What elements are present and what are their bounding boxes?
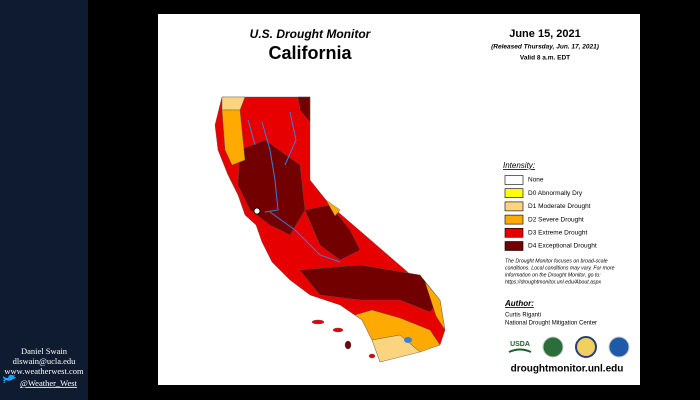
river	[284, 111, 297, 166]
legend-swatch	[504, 175, 524, 185]
region	[297, 96, 311, 123]
island	[332, 327, 344, 333]
map-date: June 15, 2021	[509, 28, 581, 40]
author-org: National Drought Mitigation Center	[505, 321, 597, 327]
released: (Released Thursday, Jun. 17, 2021)	[491, 44, 599, 51]
region	[325, 199, 341, 217]
author-name: Daniel Swain	[21, 346, 68, 356]
legend-swatch	[504, 201, 524, 212]
lake	[404, 337, 412, 343]
region	[424, 281, 446, 331]
note-line: The Drought Monitor focuses on broad-sca…	[505, 258, 608, 264]
river	[247, 119, 256, 146]
legend-title: Intensity:	[503, 161, 535, 170]
note-line: https://droughtmonitor.unl.edu/About.asp…	[505, 279, 602, 285]
legend: None D0 Abnormally Dry D1 Moderate Drought…	[504, 175, 597, 251]
region	[221, 109, 246, 166]
rivers	[247, 111, 341, 263]
island	[344, 340, 352, 350]
website-url[interactable]: droughtmonitor.unl.edu	[511, 364, 624, 375]
note-line: conditions. Local conditions may vary. F…	[505, 265, 615, 271]
legend-label: D0 Abnormally Dry	[528, 190, 583, 197]
region	[354, 309, 441, 353]
legend-label: None	[528, 177, 544, 184]
legend-label: D3 Extreme Drought	[528, 230, 587, 237]
island	[311, 319, 325, 325]
legend-swatch	[504, 228, 524, 238]
legend-label: D4 Exceptional Drought	[528, 243, 597, 250]
sidebar	[0, 0, 88, 400]
legend-label: D1 Moderate Drought	[528, 203, 591, 210]
logo	[575, 336, 597, 358]
map-region: California	[268, 43, 352, 63]
usda-logo	[508, 338, 532, 356]
valid: Valid 8 a.m. EDT	[520, 55, 570, 62]
river	[261, 121, 279, 213]
city-marker	[253, 207, 261, 215]
usda-logo-text: USDA	[510, 341, 530, 348]
author-heading: Author:	[504, 299, 534, 308]
legend-swatch	[504, 241, 524, 251]
legend-swatch	[504, 188, 524, 198]
island	[368, 353, 376, 359]
website: www.weatherwest.com	[4, 366, 84, 376]
author-name: Curtis Riganti	[505, 313, 541, 319]
twitter-icon	[3, 374, 16, 383]
river	[269, 211, 341, 263]
email: dlswain@ucla.edu	[13, 356, 77, 366]
logo	[608, 336, 630, 358]
logo	[542, 336, 564, 358]
note: The Drought Monitor focuses on broad-sca…	[505, 258, 615, 285]
legend-swatch	[504, 214, 524, 225]
twitter-handle[interactable]: @Weather_West	[20, 378, 78, 388]
usda-swoosh	[508, 348, 532, 353]
map-title: U.S. Drought Monitor	[250, 27, 372, 41]
region	[299, 264, 441, 313]
note-line: information on the Drought Monitor, go t…	[505, 272, 601, 278]
legend-label: D2 Severe Drought	[528, 216, 584, 223]
region	[371, 334, 421, 363]
